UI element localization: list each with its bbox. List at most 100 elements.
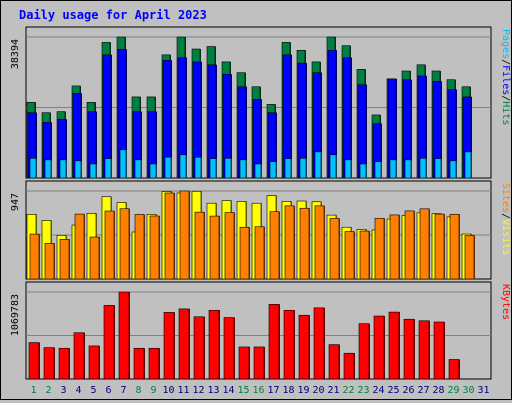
- bar-kbytes-9: [148, 347, 160, 380]
- x-tick-label-22: 22: [342, 385, 354, 396]
- x-tick-label-14: 14: [222, 385, 234, 396]
- bar-kbytes-1: [28, 342, 40, 380]
- bar-pages-2: [44, 159, 52, 179]
- bar-pages-15: [239, 159, 247, 179]
- bar-pages-4: [74, 160, 82, 179]
- bar-kbytes-26: [403, 318, 415, 380]
- bar-sites-2: [44, 243, 55, 280]
- series-label-part: /: [500, 95, 511, 101]
- x-tick-label-18: 18: [282, 385, 294, 396]
- bar-kbytes-22: [343, 352, 355, 380]
- x-tick-label-20: 20: [312, 385, 324, 396]
- bar-pages-27: [419, 158, 427, 179]
- bar-kbytes-28: [433, 321, 445, 380]
- y-max-label-middle: 947: [10, 193, 21, 211]
- bar-sites-28: [434, 213, 445, 280]
- bar-pages-10: [164, 156, 172, 179]
- y-max-label-bottom: 1069783: [10, 294, 21, 336]
- bar-sites-5: [89, 236, 100, 280]
- bar-pages-11: [179, 154, 187, 179]
- x-tick-label-12: 12: [192, 385, 204, 396]
- bar-kbytes-7: [118, 291, 130, 380]
- bar-sites-26: [404, 210, 415, 280]
- bar-kbytes-17: [268, 304, 280, 380]
- bar-sites-27: [419, 208, 430, 280]
- bar-sites-13: [209, 215, 220, 280]
- x-tick-label-10: 10: [162, 385, 174, 396]
- bar-pages-9: [149, 163, 157, 179]
- series-label-part: Visits: [500, 219, 511, 255]
- bar-pages-29: [449, 160, 457, 179]
- bar-kbytes-14: [223, 317, 235, 380]
- bar-pages-24: [374, 161, 382, 179]
- x-tick-label-5: 5: [90, 385, 96, 396]
- bar-sites-19: [299, 207, 310, 280]
- x-tick-label-3: 3: [60, 385, 66, 396]
- bar-pages-16: [254, 163, 262, 179]
- bar-kbytes-6: [103, 305, 115, 380]
- bar-pages-17: [269, 161, 277, 179]
- bar-pages-5: [89, 163, 97, 179]
- x-tick-label-23: 23: [357, 385, 369, 396]
- bar-sites-15: [239, 226, 250, 280]
- panel-series-label-top: Pages/Files/Hits: [500, 29, 511, 125]
- series-label-part: Hits: [500, 101, 511, 125]
- x-tick-label-28: 28: [432, 385, 444, 396]
- x-tick-label-9: 9: [150, 385, 156, 396]
- bar-pages-28: [434, 158, 442, 179]
- bar-sites-24: [374, 217, 385, 280]
- bar-pages-13: [209, 158, 217, 179]
- bar-sites-9: [149, 215, 160, 280]
- bar-sites-12: [194, 211, 205, 280]
- bar-kbytes-8: [133, 347, 145, 380]
- x-tick-label-15: 15: [237, 385, 249, 396]
- bar-sites-29: [449, 213, 460, 280]
- x-tick-label-8: 8: [135, 385, 141, 396]
- bar-kbytes-5: [88, 345, 100, 380]
- bar-kbytes-11: [178, 308, 190, 380]
- bar-sites-1: [29, 233, 40, 280]
- bar-kbytes-27: [418, 320, 430, 380]
- x-tick-label-1: 1: [30, 385, 36, 396]
- bar-pages-3: [59, 159, 67, 179]
- bar-pages-30: [464, 151, 472, 179]
- x-tick-label-19: 19: [297, 385, 309, 396]
- x-tick-label-24: 24: [372, 385, 384, 396]
- bar-kbytes-12: [193, 316, 205, 380]
- bar-sites-3: [59, 239, 70, 280]
- bar-pages-1: [29, 158, 37, 179]
- bar-pages-12: [194, 156, 202, 179]
- bar-kbytes-4: [73, 332, 85, 380]
- bar-pages-19: [299, 158, 307, 179]
- bar-sites-14: [224, 212, 235, 280]
- series-label-part: /: [500, 59, 511, 65]
- bar-kbytes-18: [283, 309, 295, 380]
- x-tick-label-25: 25: [387, 385, 399, 396]
- bar-kbytes-20: [313, 307, 325, 380]
- x-tick-label-2: 2: [45, 385, 51, 396]
- bar-pages-14: [224, 158, 232, 179]
- series-label-part: /: [500, 213, 511, 219]
- bar-sites-25: [389, 214, 400, 280]
- x-tick-label-29: 29: [447, 385, 459, 396]
- bar-kbytes-19: [298, 314, 310, 380]
- bar-sites-23: [359, 230, 370, 280]
- x-tick-label-27: 27: [417, 385, 429, 396]
- bar-kbytes-29: [448, 359, 460, 380]
- bar-sites-4: [74, 213, 85, 280]
- bar-sites-10: [164, 192, 175, 280]
- x-tick-label-16: 16: [252, 385, 264, 396]
- bar-sites-11: [179, 190, 190, 280]
- x-tick-label-21: 21: [327, 385, 339, 396]
- bar-sites-21: [329, 218, 340, 280]
- bar-sites-8: [134, 214, 145, 280]
- bar-kbytes-10: [163, 312, 175, 380]
- bar-sites-20: [314, 205, 325, 280]
- bar-pages-25: [389, 159, 397, 179]
- x-tick-label-13: 13: [207, 385, 219, 396]
- bar-kbytes-15: [238, 346, 250, 380]
- bar-pages-21: [329, 154, 337, 179]
- x-tick-label-11: 11: [177, 385, 189, 396]
